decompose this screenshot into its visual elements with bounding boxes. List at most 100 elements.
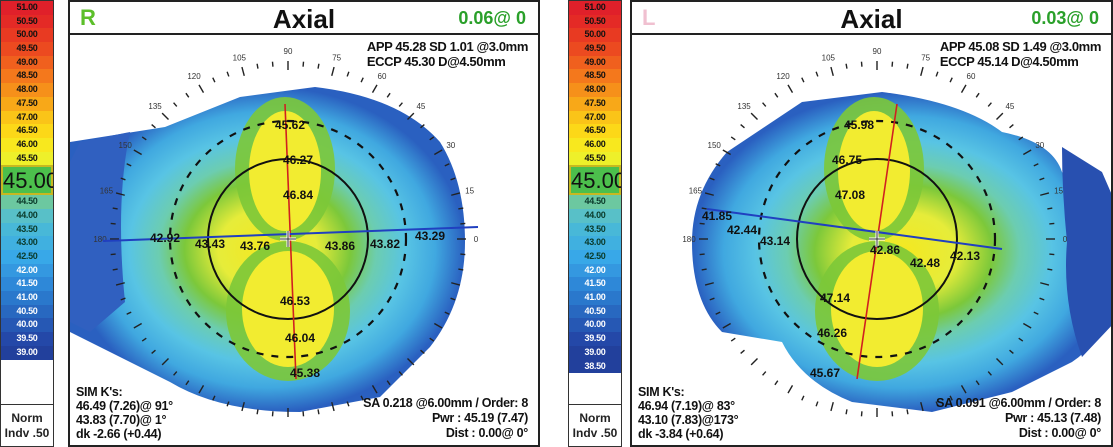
simk-dk: dk -3.84 (+0.64) (638, 427, 724, 441)
power-value: 45.98 (844, 118, 874, 132)
scale-value: 39.50 (1, 332, 53, 346)
sa-line: SA 0.218 @6.00mm / Order: 8 (363, 396, 528, 410)
angle-label: 60 (967, 72, 976, 81)
power-value: 43.86 (325, 239, 355, 253)
power-value: 45.38 (290, 366, 320, 380)
scale-value: 50.00 (1, 28, 53, 43)
topography-map: 90 105 75 120 60 135 45 150 30 165 15 180 0 45.98 46.7… (682, 47, 1111, 417)
angle-label: 180 (93, 235, 107, 244)
map-title: Axial (272, 4, 336, 34)
scale-value: 39.50 (569, 332, 621, 346)
scale-value: 50.00 (569, 28, 621, 43)
angle-label: 0 (1063, 235, 1068, 244)
power-value: 46.53 (280, 294, 310, 308)
simk-steep: 46.94 (7.19)@ 83° (638, 399, 735, 413)
scale-value: 48.00 (569, 83, 621, 97)
scale-value: 45.50 (1, 151, 53, 166)
power-value: 43.29 (415, 229, 445, 243)
power-value: 43.14 (760, 234, 790, 248)
app-info: APP 45.28 SD 1.01 @3.0mm ECCP 45.30 D@4.… (366, 39, 529, 69)
scale-value: 40.00 (569, 318, 621, 333)
scale-value: 43.00 (1, 236, 53, 250)
pwr-line: Pwr : 45.13 (7.48) (1004, 411, 1101, 425)
scale-value: 43.00 (569, 236, 621, 250)
scale-value: 48.00 (1, 83, 53, 97)
scale-value: 46.50 (1, 124, 53, 138)
scale-value: 42.00 (1, 263, 53, 278)
scale-value: 49.50 (569, 42, 621, 56)
eye-label: R (80, 5, 96, 30)
app-line: APP 45.28 SD 1.01 @3.0mm (366, 39, 529, 54)
scale-value: 49.50 (1, 42, 53, 56)
scale-value: 40.50 (569, 304, 621, 319)
map-header: L Axial 0.03@ 0 (632, 2, 1111, 35)
scale-value: 46.50 (569, 124, 621, 138)
angle-label: 180 (682, 235, 696, 244)
scale-value: 40.00 (1, 318, 53, 333)
scale-value: 51.00 (1, 1, 53, 15)
scale-value: 41.00 (569, 291, 621, 305)
scale-value: 45.50 (569, 151, 621, 166)
simk-flat: 43.10 (7.83)@173° (638, 413, 739, 427)
power-value: 41.85 (702, 209, 732, 223)
power-value: 47.14 (820, 291, 850, 305)
scale-value: 48.50 (1, 69, 53, 84)
power-value: 46.27 (283, 153, 313, 167)
angle-label: 120 (187, 72, 201, 81)
angle-label: 0 (474, 235, 479, 244)
angle-label: 90 (873, 47, 882, 56)
angle-label: 75 (921, 53, 930, 62)
shift-value: 0.06@ 0 (458, 8, 526, 28)
eye-label: L (642, 5, 656, 30)
scale-value: 47.50 (1, 96, 53, 111)
axial-map: 90 105 75 120 60 135 45 150 30 165 15 180 0 45.98 46.7… (630, 0, 1113, 447)
simk-flat: 43.83 (7.70)@ 1° (76, 413, 167, 427)
color-scale: 51.00 50.50 50.00 49.50 49.00 48.50 48.00 47.50… (568, 0, 622, 447)
power-value: 46.26 (817, 326, 847, 340)
sim-k-block: SIM K's: 46.49 (7.26)@ 91° 43.83 (7.70)@… (76, 385, 173, 441)
scale-value: 44.00 (569, 208, 621, 223)
scale-value: 47.50 (569, 96, 621, 111)
scale-value: 38.50 (569, 359, 621, 374)
scale-value: 41.50 (569, 277, 621, 292)
power-value: 42.86 (870, 243, 900, 257)
scale-value: 44.00 (1, 208, 53, 223)
power-value: 43.76 (240, 239, 270, 253)
panel-right-eye: 51.00 50.50 50.00 49.50 49.00 48.50 48.00 47.50… (0, 0, 540, 447)
scale-value: 46.00 (569, 137, 621, 152)
scale-value: 48.50 (569, 69, 621, 84)
power-value: 43.43 (195, 237, 225, 251)
shift-value: 0.03@ 0 (1031, 8, 1099, 28)
scale-value: 51.00 (569, 1, 621, 15)
scale-value: 42.50 (569, 250, 621, 264)
map-title: Axial (840, 4, 903, 34)
axial-map: 90 105 75 120 60 135 45 150 30 165 15 180 0 45.62 46.2… (68, 0, 540, 447)
eccp-line: ECCP 45.14 D@4.50mm (939, 54, 1079, 69)
topography-map: 90 105 75 120 60 135 45 150 30 165 15 180 0 45.62 46.2… (70, 47, 479, 417)
scale-value: 50.50 (1, 14, 53, 29)
simk-dk: dk -2.66 (+0.44) (76, 427, 162, 441)
simk-steep: 46.49 (7.26)@ 91° (76, 399, 173, 413)
power-value: 47.08 (835, 188, 865, 202)
scale-value: 50.50 (569, 14, 621, 29)
scale-value: 44.50 (1, 195, 53, 209)
scale-value: 46.00 (1, 137, 53, 152)
scale-footer: Norm Indv .50 (1, 404, 53, 446)
angle-label: 150 (119, 141, 133, 150)
angle-label: 30 (446, 141, 455, 150)
sa-line: SA 0.091 @6.00mm / Order: 8 (936, 396, 1101, 410)
angle-label: 45 (1005, 102, 1014, 111)
power-value: 45.67 (810, 366, 840, 380)
angle-label: 150 (708, 141, 722, 150)
dist-line: Dist : 0.00@ 0° (1018, 426, 1101, 440)
angle-label: 105 (233, 53, 247, 62)
scale-value: 49.00 (1, 55, 53, 70)
power-value: 46.04 (285, 331, 315, 345)
scale-value: 43.50 (1, 222, 53, 237)
scale-value: 39.00 (1, 345, 53, 360)
scale-current-value: 45.00 (1, 165, 53, 196)
dist-line: Dist : 0.00@ 0° (445, 426, 528, 440)
panel-left-eye: 51.00 50.50 50.00 49.50 49.00 48.50 48.00 47.50… (568, 0, 1113, 447)
angle-label: 120 (776, 72, 790, 81)
scale-value: 41.50 (1, 277, 53, 292)
